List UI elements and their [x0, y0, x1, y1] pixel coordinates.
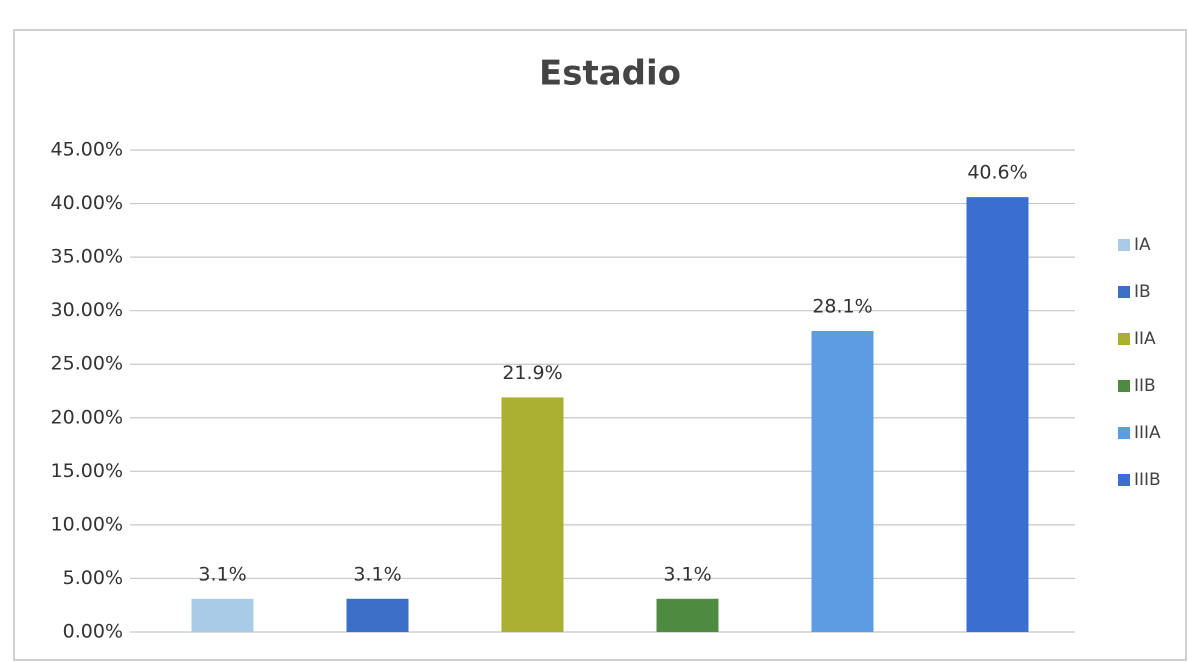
legend-label: IIIA [1134, 423, 1161, 443]
bar [966, 197, 1029, 632]
y-tick-label: 25.00% [51, 353, 123, 375]
legend-label: IIB [1134, 376, 1156, 396]
chart-title: Estadio [539, 54, 681, 94]
data-label: 21.9% [502, 362, 562, 384]
y-tick-label: 35.00% [51, 246, 123, 268]
legend-label: IB [1134, 282, 1151, 302]
y-tick-label: 40.00% [51, 192, 123, 214]
data-label: 3.1% [663, 563, 711, 585]
legend-swatch [1118, 239, 1130, 251]
data-label: 28.1% [812, 296, 872, 318]
legend-label: IA [1134, 235, 1151, 255]
legend-swatch [1118, 474, 1130, 486]
data-label: 3.1% [353, 563, 401, 585]
legend-label: IIA [1134, 329, 1156, 349]
legend-swatch [1118, 427, 1130, 439]
bar [346, 598, 409, 632]
legend-swatch [1118, 333, 1130, 345]
y-tick-label: 30.00% [51, 299, 123, 321]
bar [501, 397, 564, 632]
y-tick-label: 10.00% [51, 513, 123, 535]
y-tick-label: 5.00% [63, 567, 123, 589]
bar [811, 331, 874, 632]
data-label: 40.6% [967, 162, 1027, 184]
y-tick-label: 15.00% [51, 460, 123, 482]
legend-label: IIIB [1134, 470, 1161, 490]
bar [656, 598, 719, 632]
bar [191, 598, 254, 632]
y-tick-label: 45.00% [51, 139, 123, 161]
data-label: 3.1% [198, 563, 246, 585]
legend-swatch [1118, 380, 1130, 392]
legend-swatch [1118, 286, 1130, 298]
y-tick-label: 20.00% [51, 406, 123, 428]
y-tick-label: 0.00% [63, 621, 123, 643]
